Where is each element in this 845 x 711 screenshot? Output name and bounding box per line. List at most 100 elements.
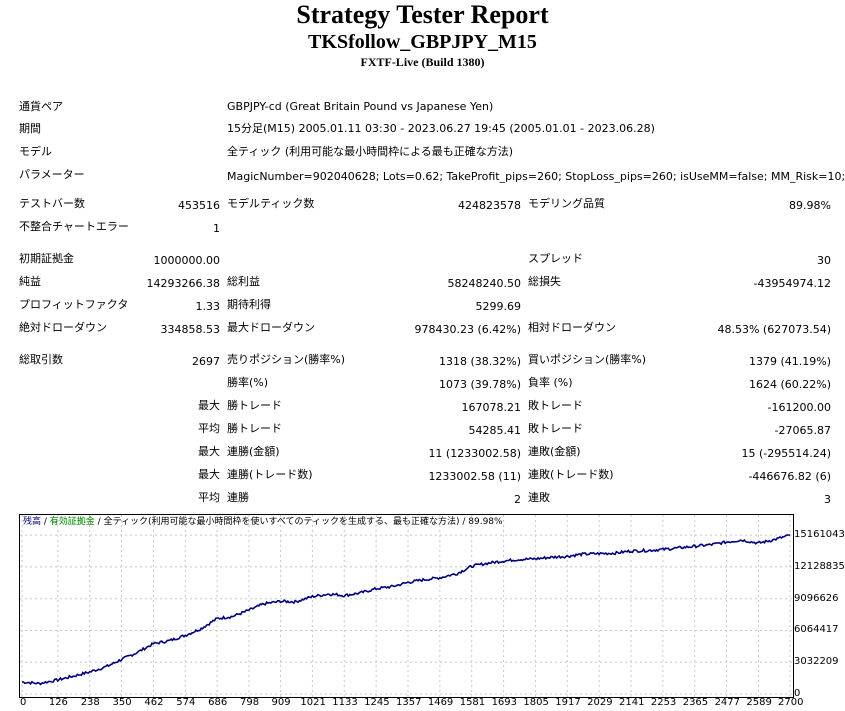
largest-win-label: 勝トレード — [227, 399, 282, 413]
win-rate-value: 1073 (39.78%) — [439, 378, 521, 392]
x-tick-label: 2477 — [715, 697, 740, 709]
relative-drawdown-label: 相対ドローダウン — [528, 321, 616, 335]
mismatch-value: 1 — [213, 222, 220, 236]
x-tick-label: 1805 — [523, 697, 548, 709]
chart-legend: 残高 / 有効証拠金 / 全ティック(利用可能な最小時間枠を使いすべてのティック… — [23, 517, 503, 528]
max-prefix-2: 最大 — [198, 445, 220, 459]
bars-label: テストバー数 — [19, 197, 85, 211]
x-tick-label: 2365 — [683, 697, 708, 709]
short-positions-label: 売りポジション(勝率%) — [227, 353, 345, 367]
gross-loss-label: 総損失 — [528, 275, 561, 289]
x-tick-label: 1693 — [492, 697, 517, 709]
server-build: FXTF-Live (Build 1380) — [0, 55, 845, 70]
quality-value: 89.98% — [789, 199, 831, 213]
expected-payoff-label: 期待利得 — [227, 298, 271, 312]
avg-prefix: 平均 — [198, 422, 220, 436]
gross-loss-value: -43954974.12 — [754, 277, 831, 291]
ticks-label: モデルティック数 — [227, 197, 314, 211]
absolute-drawdown-label: 絶対ドローダウン — [19, 321, 107, 335]
net-profit-value: 14293266.38 — [147, 277, 220, 291]
legend-model: 全ティック(利用可能な最小時間枠を使いすべてのティックを生成する、最も正確な方法… — [104, 517, 503, 527]
model-value: 全ティック (利用可能な最小時間枠による最も正確な方法) — [227, 145, 513, 159]
avg-consec-wins-value: 2 — [514, 493, 521, 507]
largest-win-value: 167078.21 — [462, 401, 522, 415]
loss-rate-value: 1624 (60.22%) — [749, 378, 831, 392]
average-loss-value: -27065.87 — [775, 424, 831, 438]
max-consec-profit-label: 連勝(トレード数) — [227, 468, 313, 482]
profit-factor-value: 1.33 — [196, 300, 221, 314]
max-prefix-3: 最大 — [198, 468, 220, 482]
long-positions-label: 買いポジション(勝率%) — [528, 353, 646, 367]
symbol-value: GBPJPY-cd (Great Britain Pound vs Japane… — [227, 100, 493, 114]
legend-sep-2: / — [95, 517, 104, 527]
x-tick-label: 2029 — [587, 697, 612, 709]
maximal-drawdown-label: 最大ドローダウン — [227, 321, 315, 335]
max-prefix: 最大 — [198, 399, 220, 413]
x-tick-label: 2589 — [746, 697, 771, 709]
legend-equity: 有効証拠金 — [50, 517, 95, 527]
y-tick-label: 15161043 — [794, 529, 845, 541]
x-tick-label: 574 — [176, 697, 195, 709]
short-positions-value: 1318 (38.32%) — [439, 355, 521, 369]
largest-loss-label: 敗トレード — [528, 399, 583, 413]
params-value: MagicNumber=902040628; Lots=0.62; TakePr… — [227, 170, 845, 184]
spread-value: 30 — [817, 254, 831, 268]
average-win-value: 54285.41 — [469, 424, 522, 438]
avg-consec-wins-label: 連勝 — [227, 491, 249, 505]
symbol-label: 通貨ペア — [19, 100, 63, 114]
absolute-drawdown-value: 334858.53 — [161, 323, 221, 337]
max-consec-wins-value: 11 (1233002.58) — [428, 447, 521, 461]
relative-drawdown-value: 48.53% (627073.54) — [717, 323, 831, 337]
x-tick-label: 126 — [49, 697, 68, 709]
x-tick-label: 1021 — [300, 697, 325, 709]
max-consec-profit-value: 1233002.58 (11) — [428, 470, 521, 484]
max-consec-loss-amount-label: 連敗(トレード数) — [528, 468, 614, 482]
spread-label: スプレッド — [528, 252, 583, 266]
x-tick-label: 1245 — [364, 697, 389, 709]
x-tick-label: 1357 — [396, 697, 421, 709]
legend-sep-1: / — [41, 517, 50, 527]
y-tick-label: 6064417 — [794, 624, 839, 636]
balance-chart: 残高 / 有効証拠金 / 全ティック(利用可能な最小時間枠を使いすべてのティック… — [19, 514, 794, 698]
ticks-value: 424823578 — [458, 199, 521, 213]
avg-consec-losses-value: 3 — [824, 493, 831, 507]
bars-value: 453516 — [178, 199, 220, 213]
x-tick-label: 350 — [113, 697, 132, 709]
total-trades-label: 総取引数 — [19, 353, 63, 367]
x-tick-label: 2253 — [651, 697, 676, 709]
x-tick-label: 1917 — [555, 697, 580, 709]
x-tick-label: 462 — [144, 697, 163, 709]
average-win-label: 勝トレード — [227, 422, 282, 436]
x-tick-label: 909 — [272, 697, 291, 709]
params-label: パラメーター — [19, 168, 85, 182]
max-consec-losses-value: 15 (-295514.24) — [741, 447, 831, 461]
x-tick-label: 2141 — [619, 697, 644, 709]
x-tick-label: 1133 — [332, 697, 357, 709]
x-tick-label: 0 — [20, 697, 26, 709]
deposit-label: 初期証拠金 — [19, 252, 74, 266]
gross-profit-value: 58248240.50 — [448, 277, 521, 291]
maximal-drawdown-value: 978430.23 (6.42%) — [414, 323, 521, 337]
x-tick-label: 238 — [81, 697, 100, 709]
long-positions-value: 1379 (41.19%) — [749, 355, 831, 369]
loss-rate-label: 負率 (%) — [528, 376, 573, 390]
deposit-value: 1000000.00 — [154, 254, 220, 268]
report-title: Strategy Tester Report — [0, 0, 845, 30]
largest-loss-value: -161200.00 — [768, 401, 831, 415]
profit-factor-label: プロフィットファクタ — [19, 298, 128, 312]
legend-balance: 残高 — [23, 517, 41, 527]
net-profit-label: 純益 — [19, 275, 41, 289]
avg-prefix-2: 平均 — [198, 491, 220, 505]
x-tick-label: 686 — [208, 697, 227, 709]
max-consec-wins-label: 連勝(金額) — [227, 445, 280, 459]
y-tick-label: 12128835 — [794, 561, 845, 573]
y-tick-label: 9096626 — [794, 593, 839, 605]
x-tick-label: 798 — [240, 697, 259, 709]
win-rate-label: 勝率(%) — [227, 376, 268, 390]
quality-label: モデリング品質 — [528, 197, 605, 211]
ea-name: TKSfollow_GBPJPY_M15 — [0, 31, 845, 54]
gross-profit-label: 総利益 — [227, 275, 260, 289]
x-tick-label: 1469 — [428, 697, 453, 709]
total-trades-value: 2697 — [192, 355, 220, 369]
x-tick-label: 2700 — [778, 697, 803, 709]
